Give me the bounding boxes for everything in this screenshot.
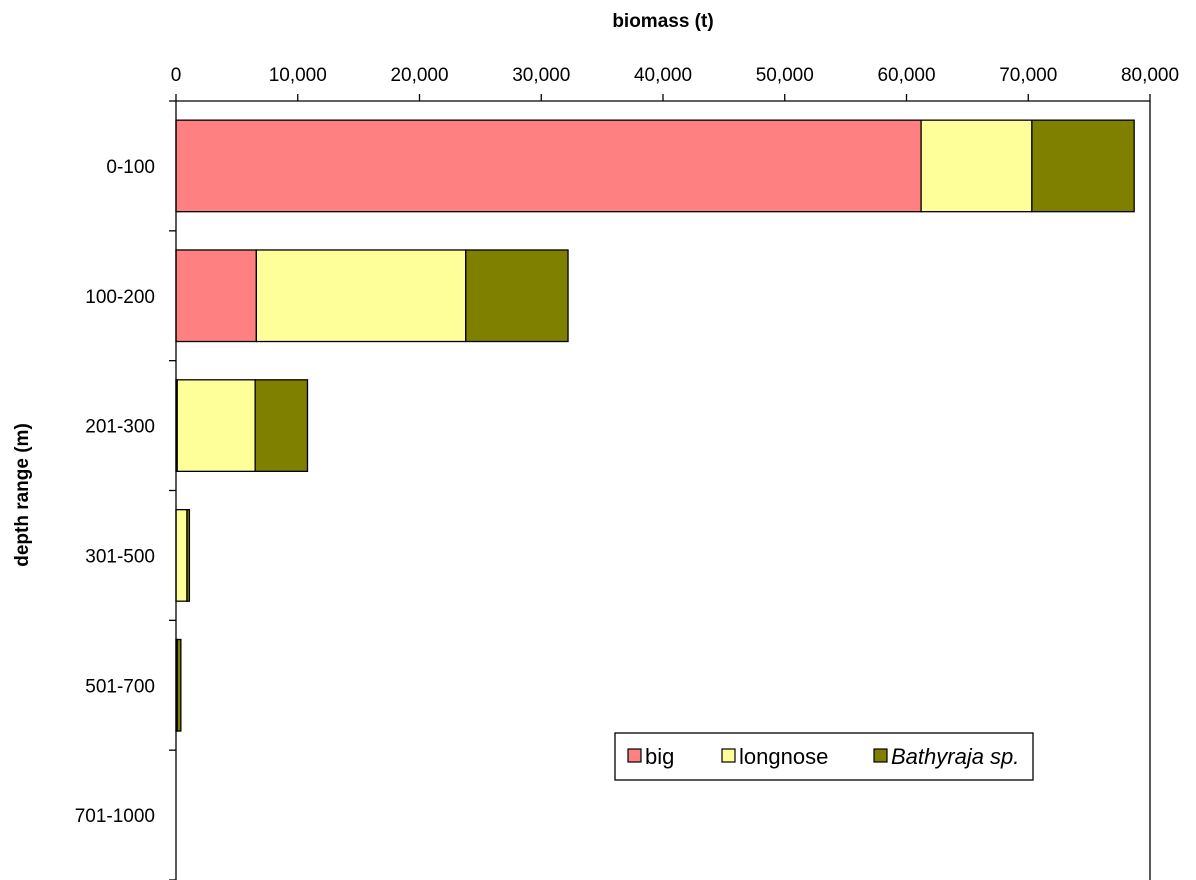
x-tick-label: 40,000: [634, 65, 692, 86]
bar-100-200-bathyraja-sp: [465, 249, 569, 343]
x-tick-label: 80,000: [1121, 65, 1179, 86]
x-tick-label: 0: [171, 65, 182, 86]
y-axis-title: depth range (m): [12, 423, 33, 567]
x-tick-label: 10,000: [269, 65, 327, 86]
y-tick-label: 701-1000: [75, 806, 155, 827]
bar-0-100-big: [175, 119, 922, 213]
y-tick-label: 301-500: [85, 546, 155, 567]
bar-201-300-longnose: [176, 379, 256, 472]
legend-swatch-big: [627, 748, 642, 763]
bar-301-500-longnose: [175, 509, 188, 602]
legend-label-big: big: [645, 744, 674, 769]
bar-group: [175, 119, 1135, 732]
bar-100-200-longnose: [255, 249, 467, 343]
bar-0-100-bathyraja-sp: [1031, 119, 1135, 213]
legend-swatch-bathyraja-sp: [873, 748, 888, 763]
legend-box: [614, 732, 1034, 781]
x-tick-label: 50,000: [756, 65, 814, 86]
x-tick-label: 70,000: [999, 65, 1057, 86]
y-tick-label: 100-200: [85, 287, 155, 308]
x-tick-label: 60,000: [877, 65, 935, 86]
legend-label-bathyraja-sp: Bathyraja sp.: [891, 744, 1019, 769]
bar-201-300-bathyraja-sp: [254, 379, 309, 472]
legend: big longnose Bathyraja sp.: [614, 732, 1034, 781]
x-tick-label: 30,000: [512, 65, 570, 86]
x-axis-title: biomass (t): [612, 11, 713, 32]
bar-501-700-bathyraja-sp: [176, 638, 182, 732]
bar-100-200-big: [175, 249, 258, 343]
legend-swatch-longnose: [721, 748, 736, 763]
y-tick-label: 501-700: [85, 676, 155, 697]
x-tick-label: 20,000: [390, 65, 448, 86]
y-tick-label: 201-300: [85, 417, 155, 438]
bar-0-100-longnose: [920, 119, 1033, 213]
legend-label-longnose: longnose: [739, 744, 828, 769]
axes: 0-100 100-200 201-300 301-500 501-700 701-100…: [75, 65, 1179, 880]
y-tick-label: 0-100: [106, 157, 155, 178]
bar-301-500-bathyraja-sp: [186, 509, 191, 602]
